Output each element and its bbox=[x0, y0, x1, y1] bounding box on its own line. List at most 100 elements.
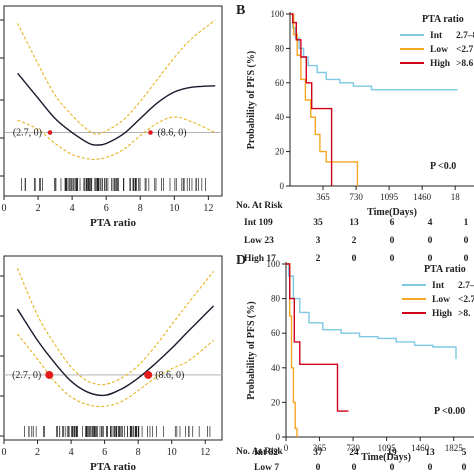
legend-label: High bbox=[430, 59, 451, 69]
legend-range: <2.7 bbox=[458, 295, 474, 305]
y-tick-label: 80 bbox=[275, 43, 285, 53]
x-tick-label: 1460 bbox=[413, 192, 432, 202]
x-tick-label: 4 bbox=[69, 447, 74, 458]
legend-title: PTA ratio bbox=[422, 14, 464, 25]
legend-range: 2.7–8.6 bbox=[456, 31, 474, 41]
y-axis-label: Probability of PFS (%) bbox=[246, 301, 257, 399]
at-risk-count: 0 bbox=[352, 254, 357, 264]
at-risk-count: 37 bbox=[313, 448, 323, 458]
at-risk-count: 0 bbox=[352, 463, 357, 473]
x-tick-label: 12 bbox=[200, 447, 210, 458]
x-tick-label: 6 bbox=[102, 447, 107, 458]
at-risk-count: 0 bbox=[464, 236, 469, 246]
km-curve-int bbox=[290, 13, 458, 91]
cutoff-point bbox=[148, 130, 153, 135]
x-tick-label: 1095 bbox=[380, 192, 399, 202]
legend-range: >8.6 bbox=[456, 59, 474, 69]
x-tick-label: 4 bbox=[70, 203, 75, 214]
ci-lower-curve bbox=[16, 333, 214, 408]
x-tick-label: 18 bbox=[451, 192, 461, 202]
legend-label: Low bbox=[430, 45, 448, 55]
p-value: P <0.00 bbox=[434, 406, 465, 417]
at-risk-count: 0 bbox=[390, 254, 395, 264]
x-tick-label: 730 bbox=[346, 443, 360, 453]
y-tick-label: 100 bbox=[267, 259, 281, 269]
legend-label: Int bbox=[432, 281, 445, 291]
x-tick-label: 365 bbox=[316, 192, 330, 202]
y-axis-label: Probability of PFS (%) bbox=[246, 51, 257, 149]
at-risk-group-label: Low 7 bbox=[254, 463, 279, 473]
at-risk-group-label: Int 109 bbox=[244, 218, 273, 228]
at-risk-title: No. At Risk bbox=[236, 201, 283, 211]
at-risk-count: 0 bbox=[390, 463, 395, 473]
at-risk-count: 0 bbox=[428, 254, 433, 264]
at-risk-count: 1 bbox=[464, 218, 469, 228]
x-tick-label: 0 bbox=[2, 203, 7, 214]
panel-letter: D bbox=[236, 253, 246, 268]
y-tick-label: 0 bbox=[276, 432, 281, 442]
y-tick-label: 60 bbox=[271, 328, 281, 338]
x-tick-label: 365 bbox=[313, 443, 327, 453]
cutoff-label-high: (8.6, 0) bbox=[157, 128, 186, 139]
y-tick-label: 20 bbox=[275, 147, 285, 157]
at-risk-group-label: High 17 bbox=[244, 254, 276, 264]
km-curve-high bbox=[286, 263, 349, 412]
spline-fit-curve bbox=[16, 305, 215, 397]
at-risk-count: 13 bbox=[349, 218, 359, 228]
at-risk-count: 13 bbox=[425, 448, 435, 458]
x-tick-label: 1825 bbox=[445, 443, 464, 453]
at-risk-count: 2 bbox=[316, 254, 321, 264]
at-risk-title: No. At Risk bbox=[236, 447, 283, 457]
ci-upper-curve bbox=[16, 268, 215, 386]
y-tick-label: 60 bbox=[275, 78, 285, 88]
x-tick-label: 730 bbox=[349, 192, 363, 202]
x-tick-label: 2 bbox=[35, 447, 40, 458]
spline-fit-curve bbox=[17, 72, 216, 146]
y-tick-label: 80 bbox=[271, 294, 281, 304]
plot-frame bbox=[3, 255, 223, 441]
cutoff-label-high: (8.6, 0) bbox=[155, 370, 184, 381]
at-risk-count: 5 bbox=[462, 448, 467, 458]
cutoff-label-low: (2.7, 0) bbox=[13, 128, 42, 139]
x-axis-label: PTA ratio bbox=[90, 217, 136, 229]
km-curve-int bbox=[286, 263, 457, 360]
y-tick-label: 40 bbox=[275, 112, 285, 122]
y-tick-label: 0 bbox=[280, 181, 285, 191]
at-risk-count: 2 bbox=[352, 236, 357, 246]
x-tick-label: 0 bbox=[2, 447, 7, 458]
legend-range: 2.7–8 bbox=[458, 281, 474, 291]
cutoff-point bbox=[47, 130, 53, 135]
x-tick-label: 12 bbox=[203, 203, 213, 214]
at-risk-count: 6 bbox=[390, 218, 395, 228]
x-tick-label: 1460 bbox=[411, 443, 430, 453]
at-risk-count: 0 bbox=[462, 463, 467, 473]
y-tick-label: 100 bbox=[271, 9, 285, 19]
at-risk-count: 0 bbox=[464, 254, 469, 264]
at-risk-count: 4 bbox=[428, 218, 433, 228]
legend-range: >8. bbox=[458, 309, 471, 319]
x-tick-label: 2 bbox=[36, 203, 41, 214]
x-tick-label: 1095 bbox=[378, 443, 397, 453]
at-risk-group-label: Int 82 bbox=[254, 448, 278, 458]
plot-frame bbox=[3, 5, 223, 197]
x-axis-label: Time(Days) bbox=[361, 452, 411, 463]
cutoff-point bbox=[45, 370, 54, 379]
legend-label: Low bbox=[432, 295, 450, 305]
cutoff-label-low: (2.7, 0) bbox=[12, 370, 41, 381]
x-tick-label: 8 bbox=[136, 447, 141, 458]
ci-lower-curve bbox=[17, 116, 216, 161]
x-tick-label: 0 bbox=[284, 443, 289, 453]
at-risk-count: 0 bbox=[390, 236, 395, 246]
x-tick-label: 6 bbox=[104, 203, 109, 214]
legend-label: Int bbox=[430, 31, 443, 41]
at-risk-count: 24 bbox=[349, 448, 359, 458]
at-risk-count: 35 bbox=[313, 218, 323, 228]
x-tick-label: 10 bbox=[169, 203, 179, 214]
km-curve-high bbox=[290, 13, 333, 186]
legend-range: <2.7 bbox=[456, 45, 474, 55]
ci-upper-curve bbox=[17, 19, 216, 135]
km-curve-low bbox=[286, 263, 298, 437]
y-tick-label: 40 bbox=[271, 363, 281, 373]
y-tick-label: 20 bbox=[271, 397, 281, 407]
